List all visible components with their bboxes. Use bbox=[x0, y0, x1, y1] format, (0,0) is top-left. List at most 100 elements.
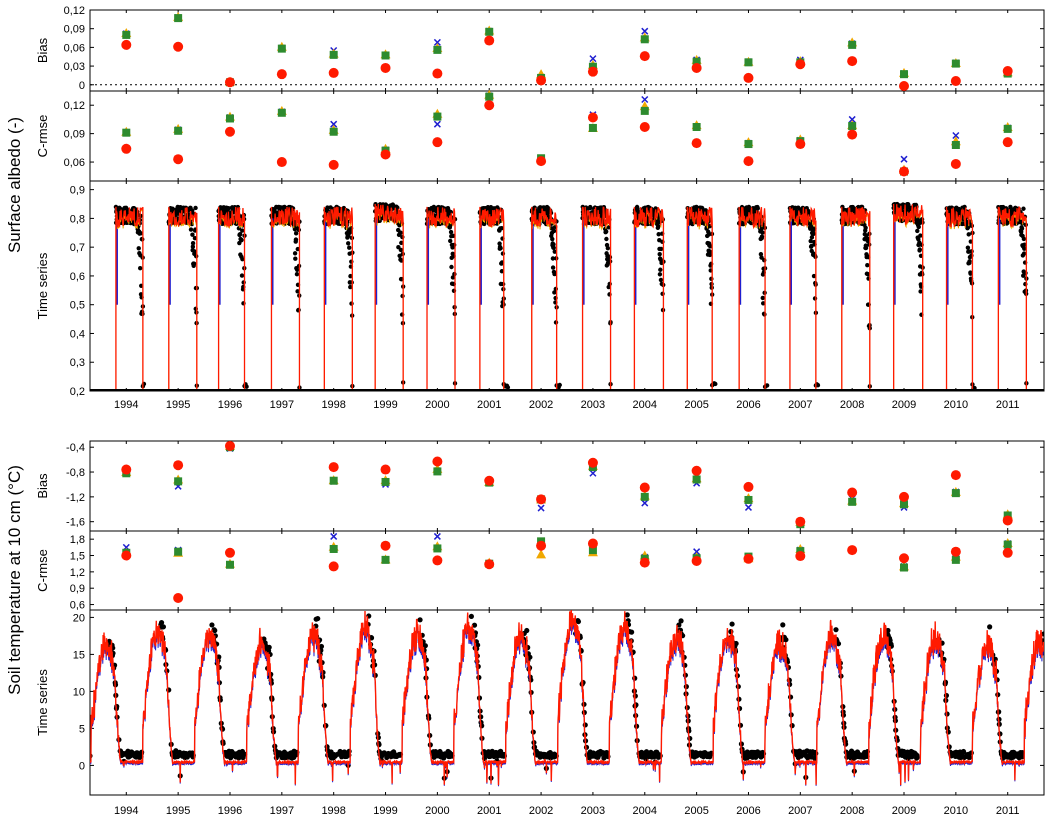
x-tick-label: 2004 bbox=[633, 805, 657, 817]
albedo-obs-dots bbox=[113, 201, 1029, 391]
marker-circle bbox=[276, 69, 287, 80]
marker-x bbox=[641, 27, 649, 35]
obs-dot bbox=[915, 228, 920, 234]
obs-dot bbox=[865, 271, 871, 277]
marker-circle bbox=[899, 491, 910, 502]
y-tick-label: -1,6 bbox=[66, 517, 85, 529]
marker-circle bbox=[795, 551, 806, 562]
marker-circle bbox=[847, 129, 858, 140]
obs-dot bbox=[656, 223, 661, 229]
y-tick-label: 0 bbox=[79, 80, 85, 92]
marker-square bbox=[588, 546, 597, 555]
obs-dot bbox=[136, 246, 141, 251]
obs-dot bbox=[987, 624, 993, 630]
x-tick-label: 1995 bbox=[166, 399, 190, 411]
marker-circle bbox=[691, 138, 702, 149]
obs-dot bbox=[635, 206, 640, 212]
panel-frame bbox=[89, 90, 1045, 182]
marker-square bbox=[381, 51, 390, 60]
marker-circle bbox=[587, 457, 598, 468]
marker-circle bbox=[432, 137, 443, 148]
obs-dot bbox=[552, 271, 557, 277]
obs-dot bbox=[190, 244, 196, 249]
obs-dot bbox=[833, 627, 839, 633]
marker-circle bbox=[536, 156, 547, 167]
obs-dot bbox=[376, 742, 382, 748]
obs-dot bbox=[550, 265, 556, 270]
obs-dot bbox=[479, 723, 485, 729]
obs-dot bbox=[811, 273, 817, 279]
marker-square bbox=[329, 127, 338, 136]
y-tick-label: 0,4 bbox=[70, 328, 85, 340]
obs-dot bbox=[917, 247, 922, 252]
marker-circle bbox=[432, 456, 443, 467]
obs-dot bbox=[209, 622, 215, 628]
obs-dot bbox=[813, 750, 819, 757]
x-tick-label: 2006 bbox=[736, 805, 760, 817]
obs-dot bbox=[968, 271, 973, 276]
y-tick-label: 0,6 bbox=[70, 271, 85, 283]
obs-dot bbox=[192, 236, 198, 241]
albedo-model-orange bbox=[115, 204, 1027, 391]
obs-dot bbox=[551, 245, 556, 250]
obs-dot bbox=[789, 723, 795, 729]
obs-dot bbox=[90, 753, 93, 759]
marker-circle bbox=[1002, 515, 1013, 526]
y-tick-label: 10 bbox=[73, 686, 85, 698]
y-tick-label: 1,2 bbox=[70, 567, 85, 579]
albedo-model-blue bbox=[115, 218, 1001, 305]
marker-square bbox=[744, 140, 753, 149]
obs-dot bbox=[417, 617, 423, 623]
obs-dot bbox=[347, 245, 352, 250]
marker-circle bbox=[639, 122, 650, 132]
obs-dot bbox=[553, 286, 559, 292]
obs-dot bbox=[966, 232, 971, 237]
marker-circle bbox=[743, 553, 754, 564]
marker-circle bbox=[484, 475, 495, 486]
obs-dot bbox=[657, 272, 663, 277]
marker-square bbox=[692, 475, 701, 484]
marker-circle bbox=[950, 546, 961, 557]
x-tick-label: 2003 bbox=[581, 399, 605, 411]
y-tick-label: 1,8 bbox=[70, 534, 85, 546]
marker-x bbox=[433, 38, 441, 46]
obs-dot bbox=[808, 238, 813, 244]
y-tick-label: 0,2 bbox=[70, 386, 85, 398]
x-tick-label: 1999 bbox=[373, 805, 397, 817]
x-tick-label: 2001 bbox=[477, 805, 501, 817]
marker-square bbox=[225, 560, 234, 569]
obs-dot bbox=[760, 301, 766, 306]
marker-circle bbox=[587, 538, 598, 549]
obs-dot bbox=[296, 307, 301, 313]
marker-x bbox=[641, 95, 649, 104]
obs-dot bbox=[678, 618, 684, 624]
y-tick-label: 0,3 bbox=[70, 357, 85, 369]
obs-dot bbox=[226, 205, 231, 211]
marker-square bbox=[485, 27, 494, 36]
y-tick-label: 15 bbox=[73, 649, 85, 661]
marker-x bbox=[537, 504, 545, 512]
obs-dot bbox=[137, 265, 143, 271]
x-tick-label: 1996 bbox=[218, 805, 242, 817]
x-tick-label: 2003 bbox=[581, 805, 605, 817]
marker-circle bbox=[484, 35, 495, 46]
obs-dot bbox=[192, 249, 197, 254]
obs-dot bbox=[758, 251, 764, 257]
obs-dot bbox=[780, 622, 786, 628]
x-tick-label: 1994 bbox=[114, 399, 138, 411]
obs-dot bbox=[1022, 242, 1027, 247]
marker-circle bbox=[380, 149, 391, 160]
marker-circle bbox=[847, 56, 858, 67]
marker-circle bbox=[743, 72, 754, 83]
obs-dot bbox=[190, 241, 196, 246]
obs-dot bbox=[176, 749, 183, 755]
x-tick-label: 2010 bbox=[944, 399, 968, 411]
obs-dot bbox=[604, 236, 609, 242]
obs-dot bbox=[348, 273, 353, 279]
obs-dot bbox=[266, 644, 272, 650]
marker-square bbox=[900, 500, 909, 509]
obs-dot bbox=[377, 218, 382, 224]
marker-x bbox=[589, 469, 597, 477]
obs-dot bbox=[783, 637, 789, 643]
